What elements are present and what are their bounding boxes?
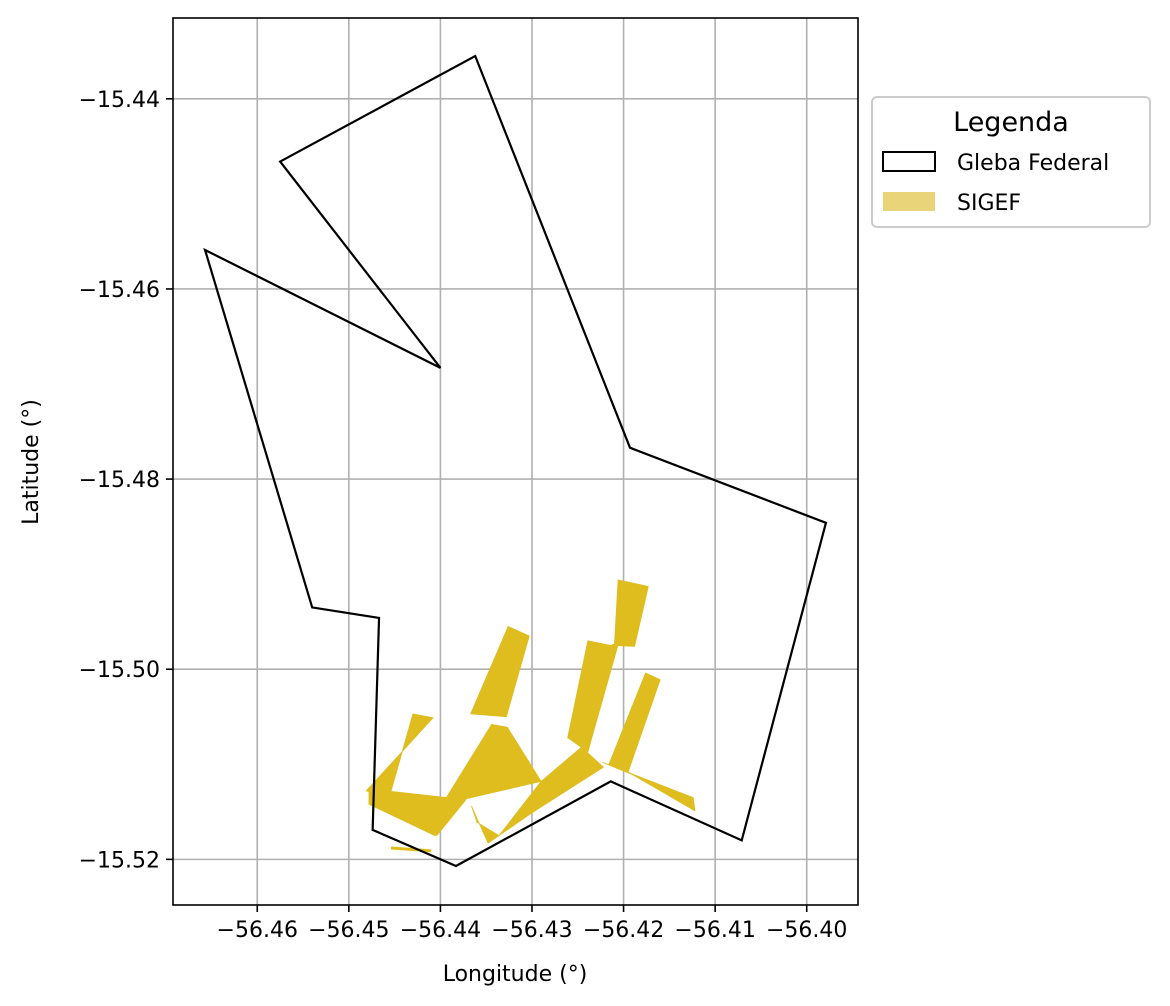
sigef-parcel xyxy=(390,846,432,853)
y-tick-label: −15.50 xyxy=(79,658,160,683)
y-axis-label: Latitude (°) xyxy=(19,399,44,525)
legend-title: Legenda xyxy=(953,107,1069,138)
x-tick-label: −56.41 xyxy=(674,918,755,943)
x-tick-label: −56.45 xyxy=(308,918,389,943)
legend-frame xyxy=(871,96,1151,228)
legend-label-sigef: SIGEF xyxy=(957,191,1021,216)
x-axis: −56.46 −56.45 −56.44 −56.43 −56.42 −56.41 −56.… xyxy=(217,905,847,943)
sigef-parcel xyxy=(608,672,661,773)
series-sigef xyxy=(365,579,696,853)
legend-label-gleba-federal: Gleba Federal xyxy=(957,151,1109,176)
sigef-parcel xyxy=(470,626,530,718)
gleba-federal-boundary xyxy=(203,54,828,868)
x-tick-label: −56.46 xyxy=(217,918,298,943)
legend-swatch-gleba-federal xyxy=(882,151,936,172)
plot-area xyxy=(203,54,828,868)
sigef-parcel xyxy=(602,762,696,812)
x-tick-label: −56.43 xyxy=(491,918,572,943)
sigef-parcel xyxy=(531,746,604,814)
x-axis-label: Longitude (°) xyxy=(443,962,588,987)
legend-swatch-sigef xyxy=(883,192,935,211)
sigef-parcel xyxy=(365,713,434,796)
y-axis: −15.44 −15.46 −15.48 −15.50 −15.52 xyxy=(79,88,173,873)
x-tick-label: −56.40 xyxy=(766,918,847,943)
legend: Legenda Gleba Federal SIGEF xyxy=(871,96,1151,228)
y-tick-label: −15.52 xyxy=(79,848,160,873)
x-tick-label: −56.42 xyxy=(583,918,664,943)
y-tick-label: −15.44 xyxy=(79,88,160,113)
sigef-parcel xyxy=(368,788,465,836)
sigef-parcel xyxy=(614,579,649,647)
series-gleba-federal xyxy=(203,54,828,868)
x-tick-label: −56.44 xyxy=(400,918,481,943)
y-tick-label: −15.48 xyxy=(79,468,160,493)
y-tick-label: −15.46 xyxy=(79,278,160,303)
axes-frame xyxy=(172,17,859,906)
